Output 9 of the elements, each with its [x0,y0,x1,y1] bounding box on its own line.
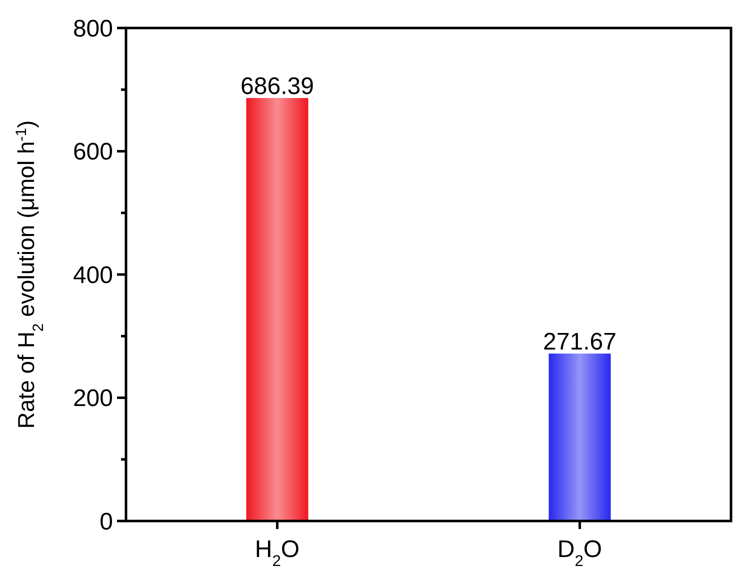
y-tick-label: 600 [72,138,113,166]
y-tick-label: 800 [72,15,113,42]
data-label: 686.39 [240,73,314,100]
y-tick-label: 400 [72,262,113,289]
data-label: 271.67 [543,328,616,356]
x-tick-label: D$_{2}$O [557,536,602,570]
y-tick-label: 0 [100,508,113,536]
y-tick-label: 200 [72,385,113,412]
x-tick-label: H$_{2}$O [254,536,300,570]
